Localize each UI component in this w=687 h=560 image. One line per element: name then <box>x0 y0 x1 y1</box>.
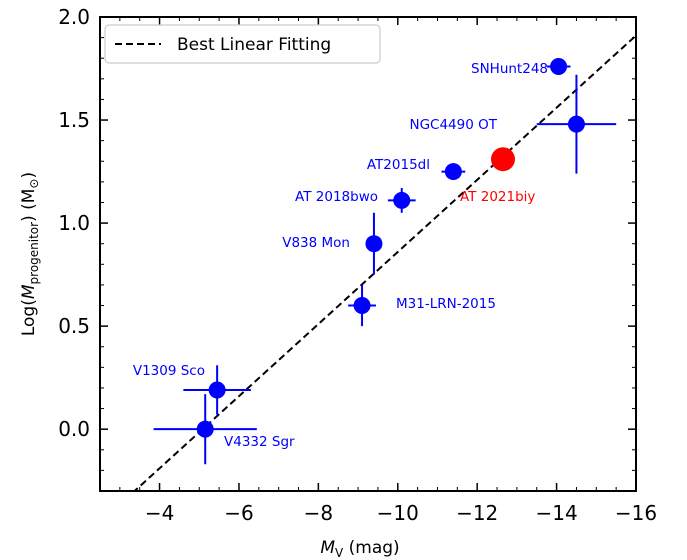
point-label: V4332 Sgr <box>224 434 295 450</box>
data-point <box>353 297 371 315</box>
point-label: SNHunt248 <box>471 61 548 77</box>
x-tick-label: −8 <box>304 501 333 525</box>
plot-frame <box>99 16 637 492</box>
data-point <box>490 147 515 172</box>
y-tick-label: 1.5 <box>58 108 90 132</box>
fit-layer <box>133 34 636 491</box>
points-layer <box>196 57 585 438</box>
y-tick-label: 2.0 <box>58 5 90 29</box>
y-axis-label-close: ) <box>19 172 39 179</box>
point-labels-layer: V4332 Sgr V1309 Sco M31-LRN-2015 V838 Mon AT… <box>133 61 548 450</box>
y-axis-label-sub: progenitor <box>27 222 41 285</box>
data-point <box>444 163 462 181</box>
data-point <box>365 235 383 253</box>
y-axis-label-pre: Log( <box>19 299 39 336</box>
errorbar-layer <box>153 65 617 465</box>
y-axis-label-post: ) (M <box>19 189 39 222</box>
x-tick-label: −10 <box>377 501 419 525</box>
point-label: V838 Mon <box>282 235 350 251</box>
x-tick-label: −14 <box>535 501 577 525</box>
ticks-layer: −4 −6 −8 −10 −12 −14 −16 0.0 0.5 1.0 1.5 2.0 <box>58 5 657 525</box>
x-axis-label-sub: V <box>335 546 344 560</box>
legend: Best Linear Fitting <box>104 24 381 64</box>
y-axis-label: Log(Mprogenitor) (M⊙) <box>19 172 41 336</box>
legend-box <box>104 24 381 64</box>
point-label: AT 2018bwo <box>295 189 378 205</box>
legend-label: Best Linear Fitting <box>177 35 331 55</box>
x-tick-label: −16 <box>615 501 657 525</box>
y-axis-label-sun: ⊙ <box>27 179 41 189</box>
x-axis-label-unit: (mag) <box>343 538 399 558</box>
y-axis-label-main: M <box>19 284 39 299</box>
point-label: V1309 Sco <box>133 363 205 379</box>
data-point <box>196 420 214 438</box>
point-label: AT 2021biy <box>460 189 535 205</box>
x-tick-label: −4 <box>145 501 174 525</box>
point-label: M31-LRN-2015 <box>396 296 496 312</box>
x-tick-label: −12 <box>456 501 498 525</box>
y-tick-label: 0.5 <box>58 314 90 338</box>
y-tick-label: 1.0 <box>58 211 90 235</box>
y-tick-label: 0.0 <box>58 417 90 441</box>
data-point <box>393 191 411 209</box>
point-label: NGC4490 OT <box>409 117 497 133</box>
x-axis-label-main: M <box>320 538 335 558</box>
data-point <box>567 115 585 133</box>
data-point <box>550 57 568 75</box>
data-point <box>208 381 226 399</box>
point-label: AT2015dl <box>367 157 430 173</box>
x-tick-label: −6 <box>224 501 253 525</box>
x-axis-label: MV (mag) <box>320 538 399 560</box>
best-fit-line <box>133 34 636 491</box>
